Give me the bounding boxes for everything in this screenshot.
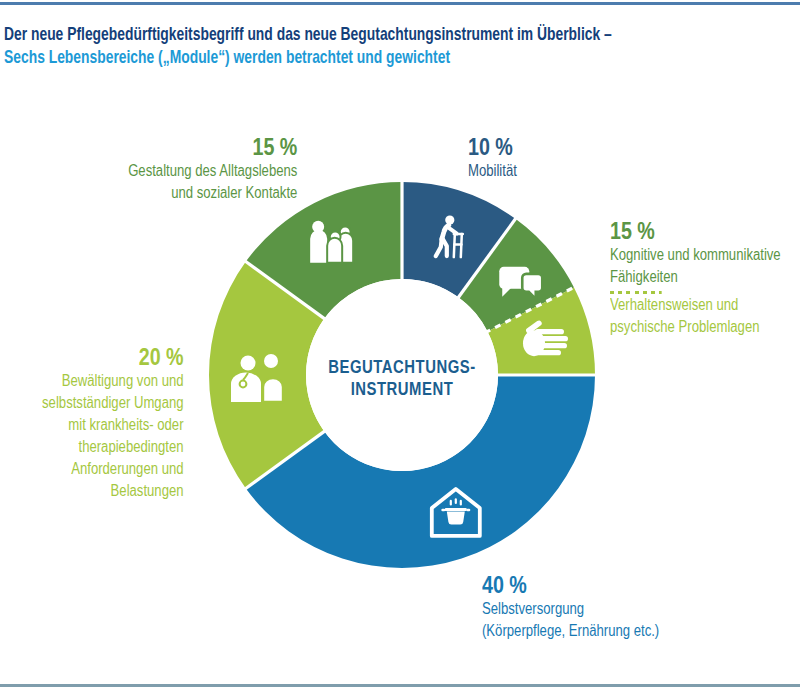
callout-mobilitaet-percent: 10 % xyxy=(468,134,517,160)
callout-bewaeltigung-label-line2: selbstständiger Umgang xyxy=(43,392,184,414)
callout-kognitiv-label-line2: Fähigkeiten xyxy=(610,266,781,288)
callout-selbstversorgung-percent: 40 % xyxy=(482,572,659,598)
chart-center-label-line2: INSTRUMENT xyxy=(275,378,530,400)
page-title-line1: Der neue Pflegebedürftigkeitsbegriff und… xyxy=(4,23,612,45)
callout-bewaeltigung-label-line1: Bewältigung von und xyxy=(43,370,184,392)
callout-selbstversorgung-label-line1: Selbstversorgung xyxy=(482,598,659,620)
callout-bewaeltigung-label-line3: mit krankheits- oder xyxy=(43,414,184,436)
callout-kognitiv-label-line1: Kognitive und kommunikative xyxy=(610,244,781,266)
chart-center-label: BEGUTACHTUNGS- INSTRUMENT xyxy=(275,356,530,400)
callout-selbstversorgung-label-line2: (Körperpflege, Ernährung etc.) xyxy=(482,620,659,642)
callout-mobilitaet: 10 % Mobilität xyxy=(468,134,517,182)
callout-bewaeltigung-label-line6: Belastungen xyxy=(43,480,184,502)
callout-kognitiv: 15 % Kognitive und kommunikative Fähigke… xyxy=(610,218,781,338)
callout-kognitiv-label2-line2: psychische Problemlagen xyxy=(610,316,781,338)
callout-selbstversorgung: 40 % Selbstversorgung (Körperpflege, Ern… xyxy=(482,572,659,642)
callout-gestaltung-percent: 15 % xyxy=(128,134,297,160)
callout-bewaeltigung-label-line5: Anforderungen und xyxy=(43,458,184,480)
infographic-page: Der neue Pflegebedürftigkeitsbegriff und… xyxy=(0,0,800,691)
callout-gestaltung-label-line1: Gestaltung des Alltagslebens xyxy=(128,160,297,182)
callout-bewaeltigung-label-line4: therapiebedingten xyxy=(43,436,184,458)
chart-center-label-line1: BEGUTACHTUNGS- xyxy=(275,356,530,378)
top-rule xyxy=(0,2,800,5)
callout-bewaeltigung-percent: 20 % xyxy=(43,344,184,370)
callout-gestaltung-label-line2: und sozialer Kontakte xyxy=(128,182,297,204)
callout-gestaltung: 15 % Gestaltung des Alltagslebens und so… xyxy=(128,134,297,204)
callout-kognitiv-label2-line1: Verhaltensweisen und xyxy=(610,294,781,316)
callout-kognitiv-percent: 15 % xyxy=(610,218,781,244)
callout-mobilitaet-label: Mobilität xyxy=(468,160,517,182)
page-title-line2: Sechs Lebensbereiche („Module“) werden b… xyxy=(4,46,450,68)
callout-bewaeltigung: 20 % Bewältigung von und selbstständiger… xyxy=(43,344,184,502)
bottom-rule xyxy=(0,684,800,687)
